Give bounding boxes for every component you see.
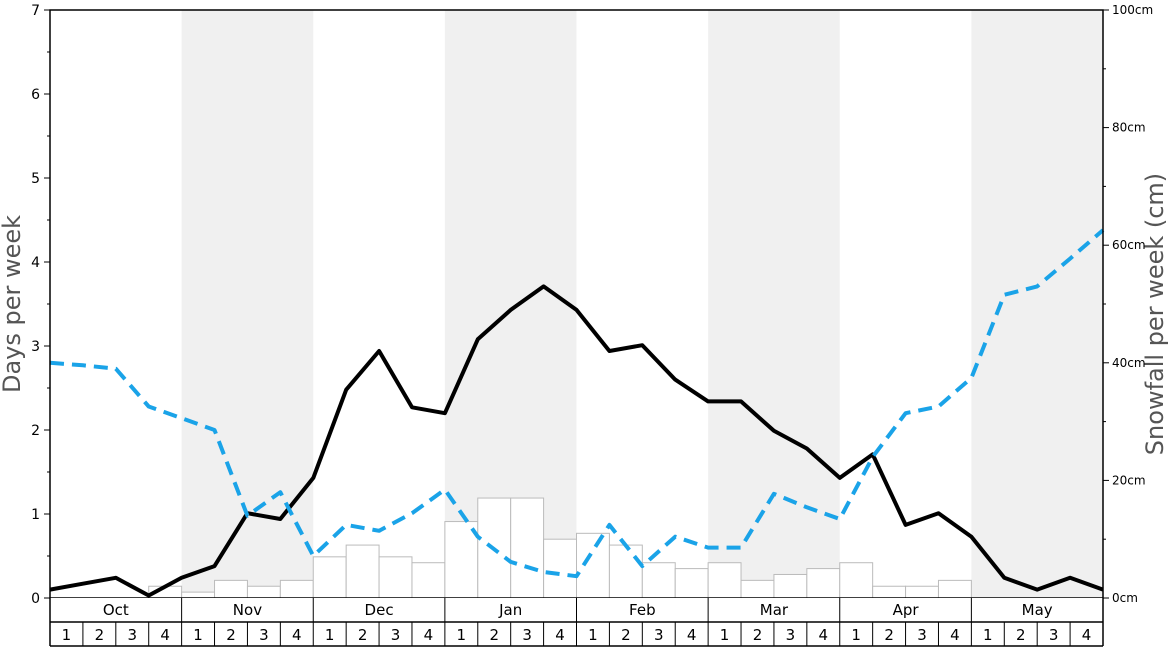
snowfall-bar [839,562,874,599]
week-label: 1 [851,626,861,644]
y-tick-label: 4 [31,255,40,271]
week-label: 3 [127,626,137,644]
month-band [181,10,314,598]
week-label: 1 [193,626,203,644]
y-tick-label: 2 [31,423,40,439]
y-tick-label: 5 [31,171,40,187]
snowfall-bar [707,562,742,599]
y2-tick-label: 20cm [1112,473,1146,487]
month-label: May [1022,601,1053,619]
month-label: Feb [629,601,656,619]
week-label: 2 [753,626,763,644]
snowfall-bar [279,579,314,599]
week-label: 2 [95,626,105,644]
snowfall-bar [378,556,413,599]
y-tick-label: 6 [31,87,40,103]
snowfall-bar [872,585,907,599]
snowfall-bar [411,562,446,599]
y-tick-label: 3 [31,339,40,355]
month-band [971,10,1103,598]
week-label: 3 [786,626,796,644]
week-label: 1 [720,626,730,644]
week-label: 4 [950,626,960,644]
week-label: 2 [489,626,499,644]
week-label: 4 [1082,626,1092,644]
week-label: 2 [884,626,894,644]
week-label: 1 [457,626,467,644]
y-tick-label: 0 [31,591,40,607]
week-label: 3 [654,626,664,644]
week-label: 2 [1016,626,1026,644]
month-label: Dec [365,601,394,619]
snowfall-bar [345,544,380,599]
y2-tick-label: 40cm [1112,356,1146,370]
snowfall-bar [312,556,347,599]
y2-axis-title: Snowfall per week (cm) [1141,173,1168,455]
snowfall-bar [674,568,709,599]
week-label: 4 [687,626,697,644]
week-label: 2 [226,626,236,644]
snowfall-bar [641,562,676,599]
month-band [708,10,840,598]
month-label: Nov [233,601,262,619]
week-label: 1 [983,626,993,644]
snowfall-bar [510,497,545,599]
week-label: 4 [424,626,434,644]
snowfall-bar [246,585,281,599]
week-label: 3 [917,626,927,644]
y-axis-title: Days per week [0,215,26,393]
snowfall-bar [773,573,808,599]
month-label: Oct [103,601,129,619]
snowfall-bar [740,579,775,599]
week-label: 3 [259,626,269,644]
week-label: 2 [358,626,368,644]
dashed-line-series [49,228,1105,579]
snowfall-bar [608,544,643,599]
y-tick-label: 7 [31,3,40,19]
y2-tick-label: 100cm [1112,3,1153,17]
week-label: 4 [819,626,829,644]
snowfall-bar [444,521,479,599]
y2-tick-label: 80cm [1112,121,1146,135]
month-label: Mar [760,601,789,619]
snowfall-bar [576,532,610,599]
week-label: 3 [522,626,532,644]
y-tick-label: 1 [31,507,40,523]
y2-tick-label: 60cm [1112,238,1146,252]
week-label: 4 [160,626,170,644]
week-label: 4 [555,626,565,644]
week-label: 1 [325,626,335,644]
week-label: 4 [292,626,302,644]
week-label: 1 [62,626,72,644]
snowfall-bar [905,585,939,599]
week-label: 3 [1049,626,1059,644]
snowfall-bar [214,579,248,599]
snowfall-bar [937,579,972,599]
week-label: 2 [621,626,631,644]
snowfall-bar [806,568,841,599]
month-label: Jan [498,601,522,619]
snowfall-bar [543,538,577,599]
month-label: Apr [893,601,920,619]
snowfall-bar [181,591,216,599]
solid-line-series [49,284,1104,598]
week-label: 1 [588,626,598,644]
y2-tick-label: 0cm [1112,591,1138,605]
week-label: 3 [391,626,401,644]
